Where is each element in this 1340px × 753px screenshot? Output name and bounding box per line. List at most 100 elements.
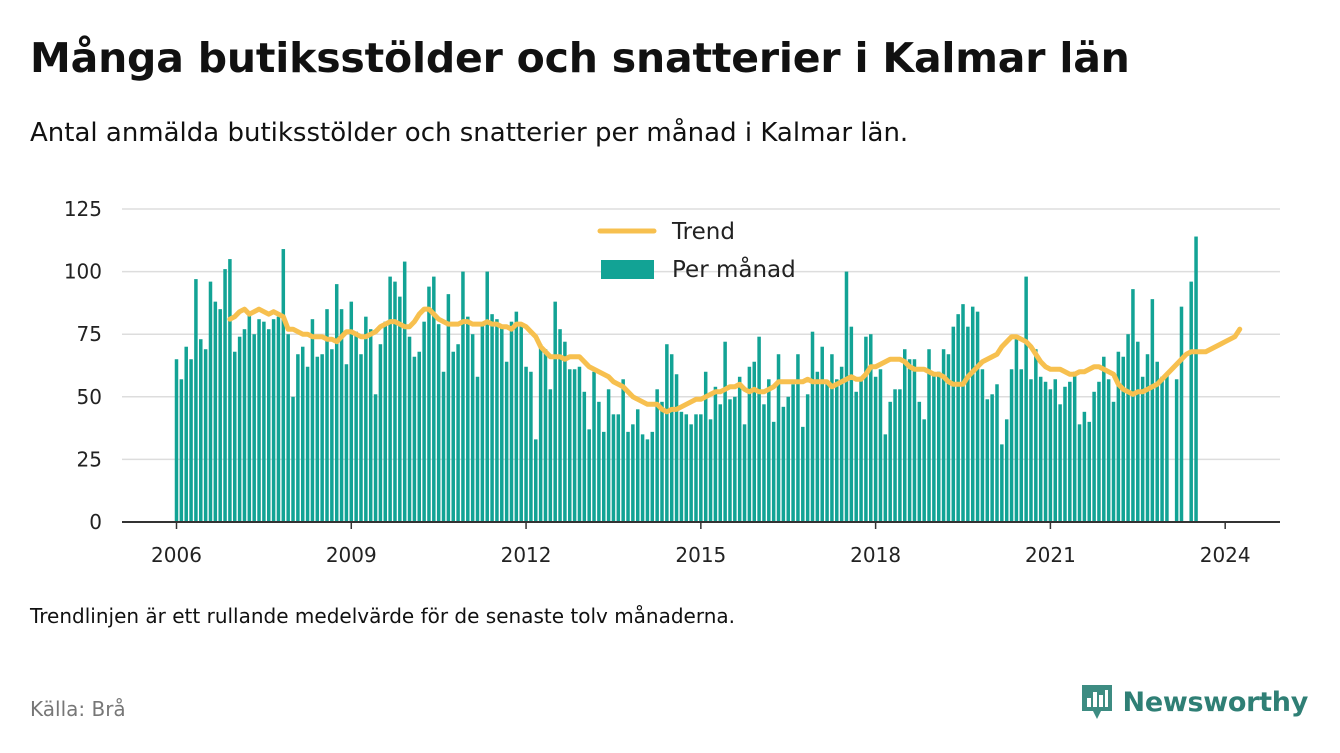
bar (519, 324, 523, 522)
bar (577, 366, 582, 522)
bar (286, 334, 290, 522)
bar (757, 336, 761, 522)
bar (368, 329, 373, 522)
bar (242, 329, 247, 522)
bar (767, 379, 771, 522)
bar (189, 359, 193, 522)
bar (461, 271, 465, 522)
bar (208, 281, 213, 522)
bar (233, 351, 237, 522)
y-tick-label: 50 (77, 385, 102, 409)
bar (1194, 236, 1198, 522)
bar (267, 329, 271, 522)
bar (742, 424, 747, 522)
bar (320, 354, 324, 522)
bar (393, 281, 397, 522)
bar (733, 396, 737, 522)
bar (281, 249, 286, 522)
bar (592, 371, 596, 522)
bar (626, 431, 630, 522)
bar (936, 371, 941, 522)
bar (1004, 419, 1009, 522)
bar (655, 389, 659, 522)
y-axis-ticks: 0 25 50 75 100 125 (64, 197, 102, 534)
bar (684, 414, 689, 522)
bar (859, 376, 863, 522)
bar (402, 261, 407, 522)
bar (1000, 444, 1004, 522)
chart-subtitle: Antal anmälda butiksstölder och snatteri… (30, 118, 909, 148)
bar (490, 314, 494, 522)
bar (1189, 281, 1193, 522)
bar (781, 406, 786, 522)
bar (728, 399, 732, 522)
bar (1106, 379, 1111, 522)
x-tick-label: 2009 (326, 543, 377, 567)
bar (237, 336, 242, 522)
bar (538, 344, 543, 522)
bar (611, 414, 616, 522)
bar (359, 354, 363, 522)
bar (669, 354, 674, 522)
bar (407, 336, 412, 522)
bar (995, 384, 999, 522)
bar (417, 351, 421, 522)
bar (213, 301, 218, 522)
bar (601, 431, 606, 522)
legend: Trend Per månad (597, 219, 796, 283)
bar (587, 429, 591, 522)
bar (475, 376, 480, 522)
bar (703, 371, 708, 522)
bar (203, 349, 208, 522)
bar (771, 421, 776, 522)
bar (1082, 411, 1087, 522)
bar (495, 319, 499, 522)
bar (990, 394, 994, 522)
bar (1029, 379, 1033, 522)
chart-footnote: Trendlinjen är ett rullande medelvärde f… (30, 604, 736, 628)
bar (869, 334, 873, 522)
bar (451, 351, 455, 522)
bar-series (174, 236, 1198, 522)
bar (223, 269, 227, 522)
chart-title: Många butiksstölder och snatterier i Kal… (30, 34, 1130, 82)
bar (1116, 351, 1121, 522)
bar (485, 271, 489, 522)
y-tick-label: 25 (77, 447, 102, 471)
bar (898, 389, 902, 522)
bar (762, 404, 766, 522)
bar (864, 336, 868, 522)
y-tick-label: 125 (64, 197, 102, 221)
bar (388, 276, 392, 522)
bar (470, 334, 475, 522)
bar (572, 369, 577, 522)
bar (276, 316, 281, 522)
bar (252, 334, 256, 522)
bar (791, 384, 795, 522)
bar (514, 311, 519, 522)
bar (878, 369, 883, 522)
bar (262, 321, 266, 522)
bar (961, 304, 965, 522)
bar (1068, 381, 1072, 522)
bar (1140, 376, 1145, 522)
bar (1174, 379, 1179, 522)
bar (1038, 376, 1043, 522)
x-tick-label: 2021 (1025, 543, 1076, 567)
bar (1155, 361, 1159, 522)
bar (563, 341, 567, 522)
bar (247, 314, 252, 522)
bar (689, 424, 693, 522)
bar (723, 341, 727, 522)
x-axis-ticks: 2006 2009 2012 2015 2018 2021 2024 (151, 522, 1251, 567)
bar (810, 331, 815, 522)
bar (334, 284, 339, 522)
bar (946, 354, 951, 522)
bar (291, 396, 295, 522)
brand-logo: Newsworthy (1079, 682, 1308, 722)
bar (694, 414, 698, 522)
bar (1019, 369, 1024, 522)
bar (1150, 299, 1155, 522)
bar (582, 391, 587, 522)
